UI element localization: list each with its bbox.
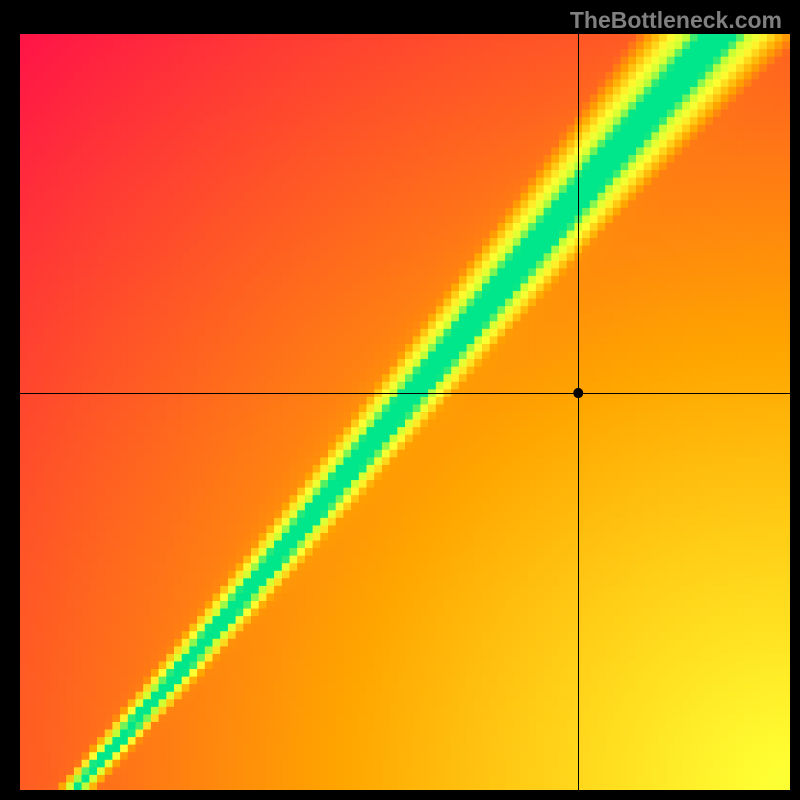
watermark-text: TheBottleneck.com: [570, 7, 782, 34]
chart-root: TheBottleneck.com: [0, 0, 800, 800]
bottleneck-heatmap: [20, 34, 790, 790]
